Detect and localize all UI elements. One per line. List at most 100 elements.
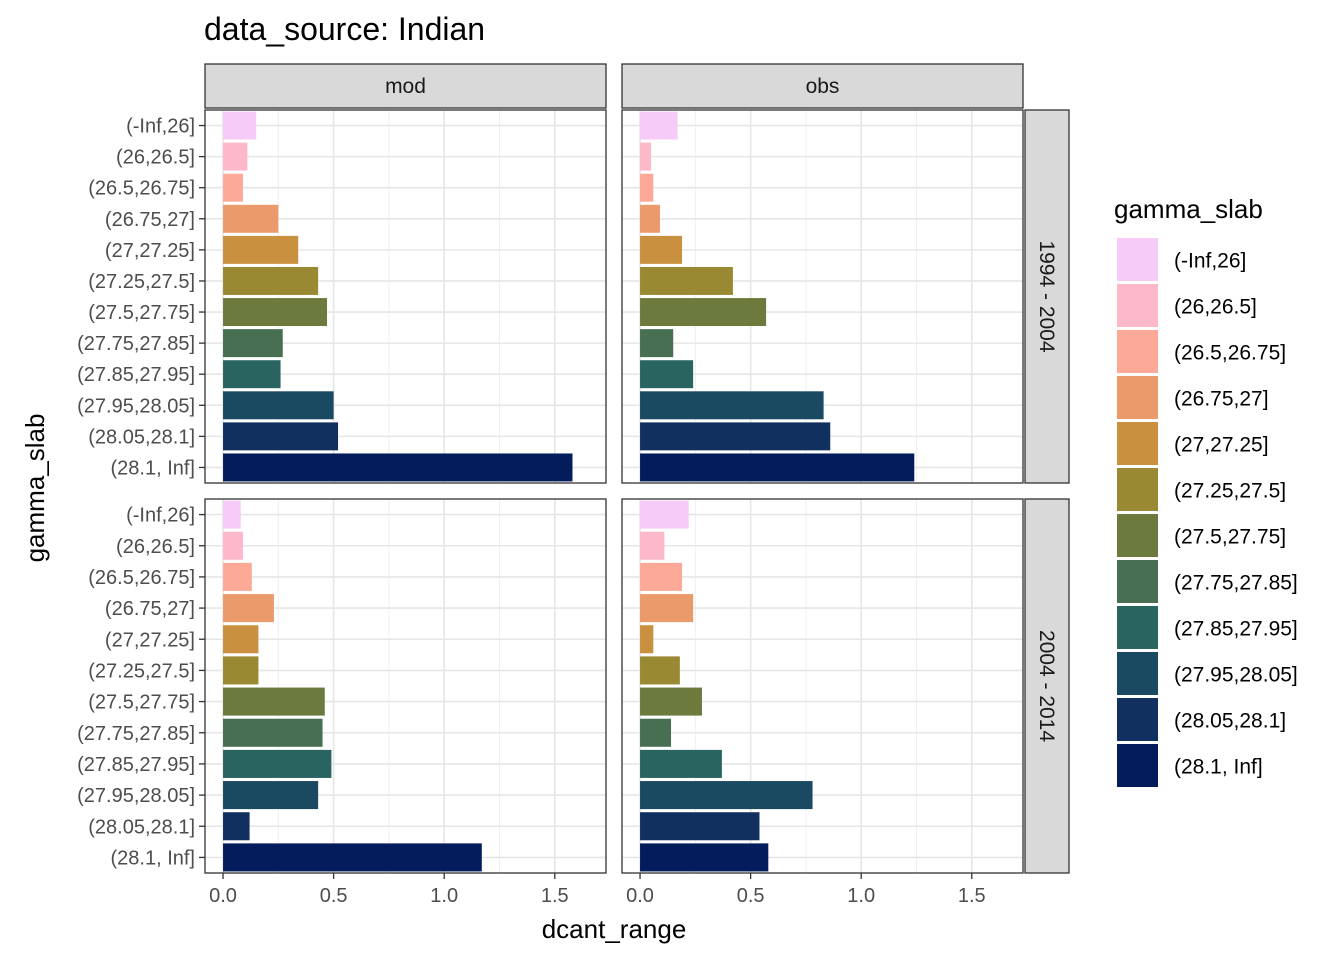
x-tick-label: 0.5 [737, 885, 765, 907]
bar [640, 562, 683, 591]
y-tick-label: (27.75,27.85] [77, 723, 195, 745]
legend-label: (26.75,27] [1174, 388, 1269, 411]
panel-border [204, 498, 607, 874]
legend-label: (27.95,28.05] [1174, 664, 1298, 687]
bar [223, 360, 281, 389]
y-tick-label: (26.5,26.75] [88, 178, 195, 200]
plot-layer: mod obs 1994 - 2004 2004 - 2014 (-Inf,26] (26… [77, 63, 1070, 907]
x-axis-label: dcant_range [542, 914, 687, 944]
bar [223, 453, 573, 482]
x-tick-label: 1.5 [541, 885, 569, 907]
legend-label: (27.85,27.95] [1174, 618, 1298, 641]
legend-label: (27.75,27.85] [1174, 572, 1298, 595]
bar [223, 812, 250, 841]
legend-title: gamma_slab [1114, 194, 1263, 224]
bar [640, 204, 660, 233]
y-tick-label: (28.05,28.1] [88, 426, 195, 448]
x-tick-label: 0.0 [209, 885, 237, 907]
y-tick-label: (27.75,27.85] [77, 333, 195, 355]
legend-label: (28.1, Inf] [1174, 756, 1263, 779]
legend-label: (27,27.25] [1174, 434, 1269, 457]
panel-border [621, 109, 1024, 484]
bar [640, 687, 702, 716]
bar [640, 298, 767, 327]
bar [640, 391, 824, 420]
x-tick-label: 0.0 [626, 885, 654, 907]
bar [223, 531, 243, 560]
bar [640, 812, 760, 841]
bar [640, 360, 694, 389]
bar [223, 142, 248, 171]
bar [640, 422, 831, 451]
panel-background [622, 499, 1023, 873]
bar [223, 594, 274, 623]
chart-title: data_source: Indian [204, 11, 485, 47]
facet-strip-row [1024, 498, 1070, 874]
legend-key [1117, 376, 1158, 419]
legend-key [1117, 652, 1158, 695]
panel-background [205, 110, 606, 483]
bar [640, 749, 722, 778]
bar [223, 235, 299, 264]
bar [640, 781, 813, 810]
y-tick-label: (27.95,28.05] [77, 785, 195, 807]
facet-strip-col-label: mod [385, 75, 426, 98]
y-tick-label: (27.5,27.75] [88, 692, 195, 714]
legend-key [1117, 514, 1158, 557]
legend-label: (26,26.5] [1174, 296, 1257, 319]
bar [640, 173, 654, 202]
y-tick-label: (28.1, Inf] [111, 457, 196, 479]
legend-label: (-Inf,26] [1174, 250, 1246, 273]
legend-label: (27.25,27.5] [1174, 480, 1286, 503]
legend-key [1117, 330, 1158, 373]
facet-strip-col [621, 63, 1024, 109]
panel-border [621, 498, 1024, 874]
y-tick-label: (-Inf,26] [126, 116, 195, 138]
bar [223, 781, 319, 810]
bar [223, 391, 334, 420]
facet-panel [204, 109, 607, 484]
bar [223, 718, 323, 747]
legend-key [1117, 698, 1158, 741]
bar [223, 422, 339, 451]
legend-key [1117, 238, 1158, 281]
legend-key [1117, 560, 1158, 603]
legend-key [1117, 284, 1158, 327]
bar [640, 142, 652, 171]
y-tick-label: (26,26.5] [116, 147, 195, 169]
x-tick-label: 1.0 [847, 885, 875, 907]
y-tick-label: (27.85,27.95] [77, 754, 195, 776]
y-axis-label: gamma_slab [20, 414, 50, 563]
bar [640, 531, 665, 560]
bar [223, 204, 279, 233]
y-tick-label: (26.75,27] [105, 209, 195, 231]
bar [640, 266, 733, 295]
bar [223, 329, 283, 358]
y-tick-label: (27.95,28.05] [77, 395, 195, 417]
bar [640, 718, 672, 747]
y-tick-label: (26.75,27] [105, 598, 195, 620]
bar [640, 453, 915, 482]
bar [223, 625, 259, 654]
y-tick-label: (27.5,27.75] [88, 302, 195, 324]
bar [223, 266, 319, 295]
facet-strip-col-label: obs [806, 75, 840, 98]
panel-background [622, 110, 1023, 483]
bar [223, 298, 327, 327]
bar [640, 594, 694, 623]
y-tick-label: (26.5,26.75] [88, 567, 195, 589]
bar [223, 749, 332, 778]
bar [640, 843, 769, 872]
y-tick-label: (28.1, Inf] [111, 847, 196, 869]
facet-panel [621, 498, 1024, 874]
facet-strip-row-label: 2004 - 2014 [1035, 630, 1058, 742]
y-tick-label: (26,26.5] [116, 536, 195, 558]
bar [640, 111, 678, 140]
x-tick-label: 1.0 [430, 885, 458, 907]
legend-key [1117, 468, 1158, 511]
facet-strip-row [1024, 109, 1070, 484]
x-tick-label: 0.5 [320, 885, 348, 907]
legend-label: (28.05,28.1] [1174, 710, 1286, 733]
facet-strip-col [204, 63, 607, 109]
legend-key [1117, 606, 1158, 649]
